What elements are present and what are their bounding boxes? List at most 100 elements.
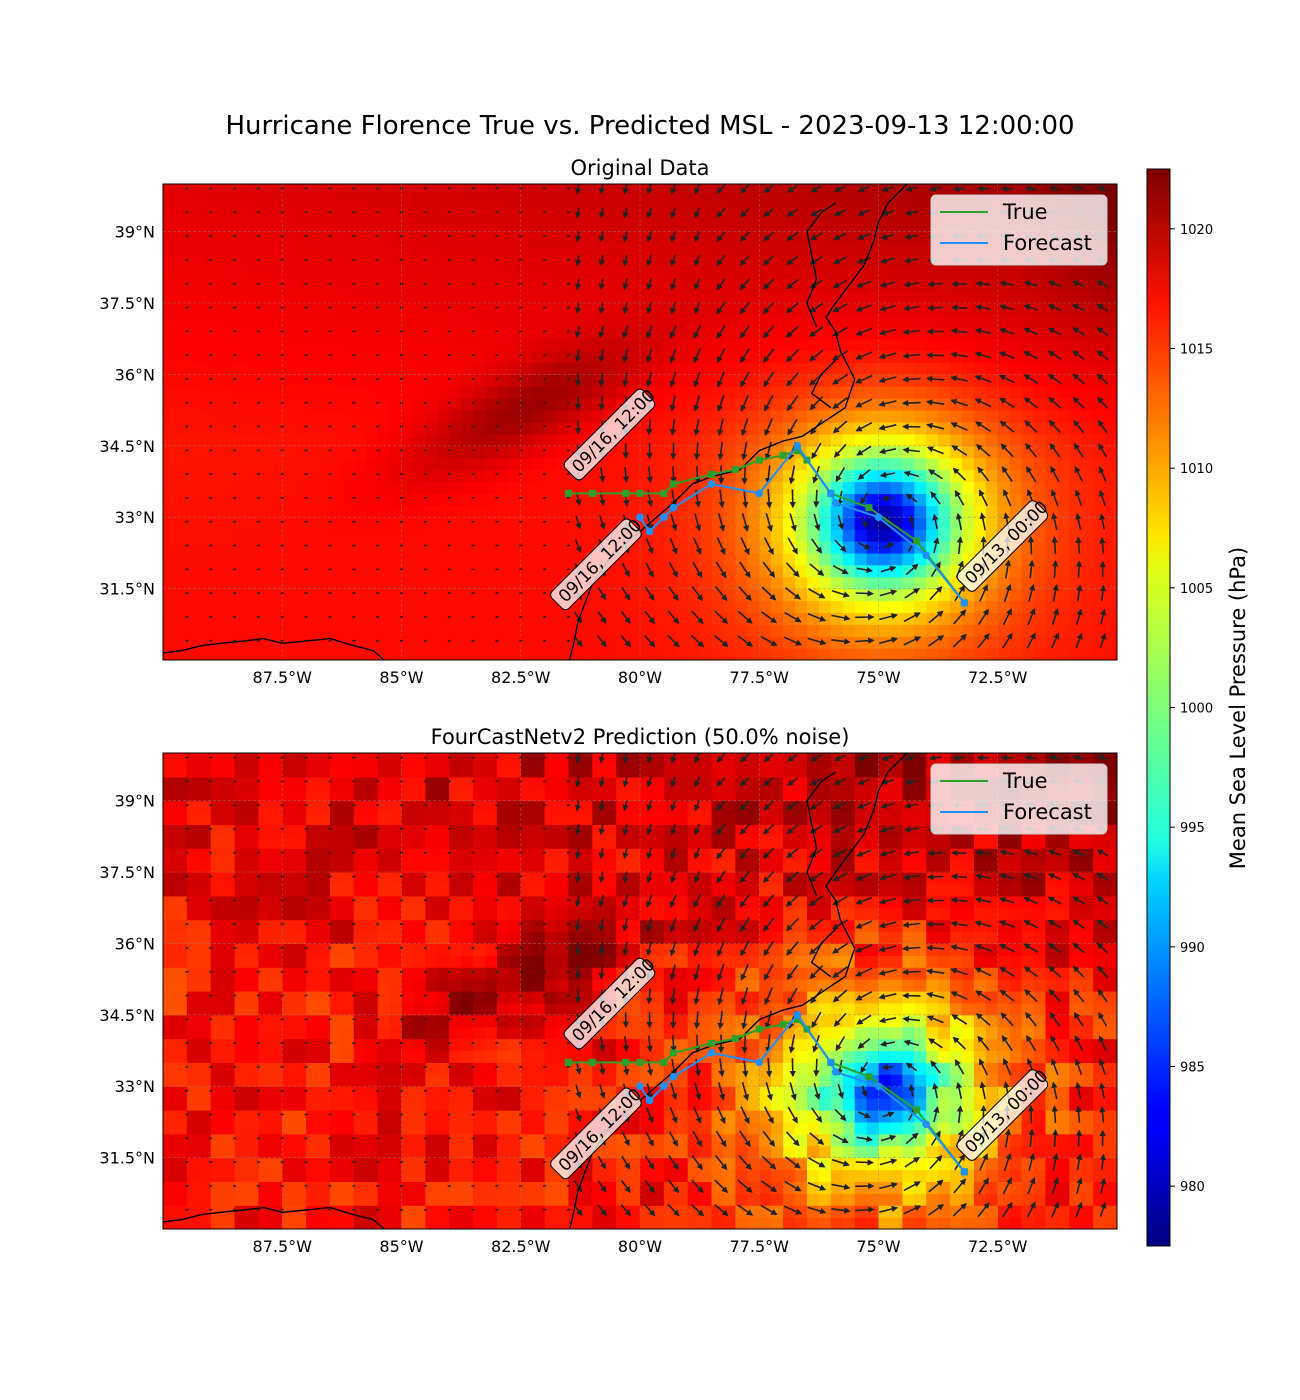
wind-arrow: [280, 235, 284, 238]
heatmap-cell: [413, 469, 426, 483]
heatmap-cell: [163, 776, 176, 790]
heatmap-cell: [389, 350, 403, 364]
heatmap-cell: [532, 541, 546, 554]
heatmap-cell: [997, 362, 1011, 375]
heatmap-cell: [270, 1133, 283, 1147]
heatmap-cell: [663, 314, 677, 328]
wind-arrow: [447, 377, 451, 380]
heatmap-cell: [532, 588, 546, 602]
wind-arrow: [646, 278, 653, 291]
heatmap-cell: [532, 291, 546, 304]
wind-arrow: [352, 354, 356, 357]
heatmap-cell: [699, 303, 713, 316]
wind-arrow: [1075, 560, 1083, 578]
heatmap-cell: [687, 219, 701, 233]
heatmap-cell: [795, 422, 808, 435]
heatmap-cell: [294, 350, 307, 364]
heatmap-cell: [353, 800, 367, 814]
heatmap-cell: [508, 517, 522, 530]
heatmap-cell: [258, 883, 271, 897]
heatmap-cell: [818, 374, 832, 387]
heatmap-cell: [258, 219, 271, 233]
heatmap-cell: [318, 991, 331, 1004]
heatmap-cell: [258, 267, 271, 280]
wind-arrow: [185, 520, 189, 523]
heatmap-cell: [437, 600, 450, 613]
heatmap-cell: [198, 1169, 212, 1182]
wind-arrow: [399, 425, 404, 428]
heatmap-cell: [1105, 445, 1117, 459]
heatmap-cell: [377, 1098, 391, 1111]
heatmap-cell: [377, 1121, 391, 1135]
heatmap-cell: [461, 386, 474, 399]
heatmap-cell: [675, 184, 689, 197]
heatmap-cell: [198, 195, 212, 209]
wind-arrow: [304, 187, 308, 190]
heatmap-cell: [270, 612, 283, 625]
heatmap-cell: [759, 267, 772, 280]
heatmap-cell: [186, 291, 200, 304]
heatmap-cell: [914, 600, 927, 613]
heatmap-cell: [544, 422, 558, 435]
heatmap-cell: [699, 576, 713, 590]
heatmap-cell: [675, 338, 689, 352]
heatmap-cell: [747, 184, 760, 197]
wind-arrow: [903, 612, 921, 623]
heatmap-cell: [413, 991, 426, 1004]
heatmap-cell: [806, 433, 820, 447]
heatmap-cell: [854, 541, 868, 554]
wind-arrow: [880, 209, 895, 216]
wind-arrow: [447, 639, 451, 642]
heatmap-cell: [604, 457, 617, 471]
heatmap-cell: [198, 872, 212, 885]
heatmap-cell: [568, 219, 581, 233]
heatmap-cell: [270, 457, 283, 471]
heatmap-cell: [854, 362, 868, 375]
heatmap-cell: [806, 612, 820, 625]
heatmap-cell: [938, 517, 951, 530]
heatmap-cell: [234, 979, 248, 992]
heatmap-cell: [854, 243, 868, 256]
heatmap-cell: [365, 919, 379, 933]
heatmap-cell: [484, 410, 498, 423]
heatmap-cell: [174, 350, 188, 364]
heatmap-cell: [246, 860, 260, 873]
heatmap-cell: [723, 612, 737, 625]
heatmap-cell: [234, 350, 248, 364]
heatmap-cell: [866, 517, 880, 530]
heatmap-cell: [484, 445, 498, 459]
heatmap-cell: [377, 362, 391, 375]
wind-arrow: [785, 562, 800, 578]
heatmap-cell: [329, 824, 343, 837]
heatmap-cell: [997, 576, 1011, 590]
heatmap-cell: [318, 338, 331, 352]
heatmap-cell: [163, 588, 176, 602]
heatmap-cell: [449, 326, 462, 340]
wind-arrow: [376, 306, 380, 309]
heatmap-cell: [759, 564, 772, 578]
heatmap-cell: [329, 1145, 343, 1159]
wind-arrow: [447, 330, 451, 333]
wind-arrow: [352, 496, 356, 499]
heatmap-cell: [795, 493, 808, 506]
heatmap-cell: [806, 564, 820, 578]
wind-arrow: [1050, 465, 1060, 482]
wind-arrow: [977, 466, 990, 482]
heatmap-cell: [795, 243, 808, 256]
wind-arrow: [928, 469, 943, 480]
heatmap-cell: [437, 648, 450, 660]
heatmap-cell: [484, 243, 498, 256]
heatmap-cell: [651, 576, 665, 590]
wind-arrow: [495, 401, 499, 404]
wind-arrow: [646, 419, 653, 436]
heatmap-cell: [270, 753, 283, 766]
heatmap-cell: [473, 195, 486, 209]
heatmap-cell: [389, 231, 403, 245]
heatmap-cell: [258, 872, 271, 885]
heatmap-cell: [246, 303, 260, 316]
heatmap-cell: [938, 457, 951, 471]
heatmap-cell: [723, 600, 737, 613]
heatmap-cell: [282, 812, 295, 825]
heatmap-cell: [663, 433, 677, 447]
heatmap-cell: [1033, 267, 1047, 280]
